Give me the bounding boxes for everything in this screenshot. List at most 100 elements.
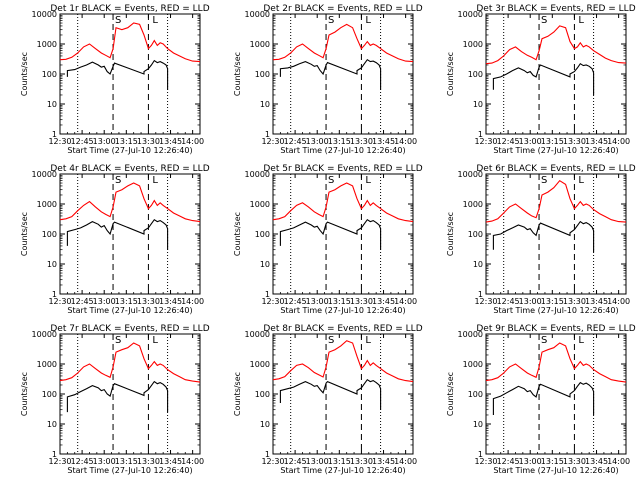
plot-frame [485,173,627,295]
x-tick-label: 13:15 [541,297,564,306]
x-tick-label: 13:15 [541,137,564,146]
y-tick-label: 10 [473,260,483,269]
x-tick-label: 13:15 [115,297,138,306]
saa-end-marker: L [578,335,584,346]
y-tick-label: 1 [265,450,270,459]
x-tick-label: 13:00 [306,297,329,306]
chart-title: Det 1r BLACK = Events, RED = LLD [50,4,209,14]
plot-frame [272,173,414,295]
saa-start-marker: S [541,335,547,346]
x-axis-label: Start Time (27-Jul-10 12:26:40) [280,306,405,315]
plot-frame [485,333,627,455]
y-tick-label: 10 [473,100,483,109]
y-tick-label: 1000 [463,200,483,209]
lld-series-line [272,340,414,383]
y-tick-label: 1 [52,450,57,459]
y-tick-label: 1 [52,130,57,139]
chart-panel-5: Det 5r BLACK = Events, RED = LLD 12:30 12:… [233,164,423,315]
x-tick-label: 13:00 [93,297,116,306]
x-tick-label: 13:45 [372,457,395,466]
x-tick-label: 12:30 [474,457,497,466]
y-tick-label: 1 [265,290,270,299]
events-series-line [492,381,595,415]
saa-start-marker: S [328,335,334,346]
x-tick-label: 13:30 [563,137,586,146]
chart-panel-1: Det 1r BLACK = Events, RED = LLD 12:30 12:… [20,4,210,155]
y-tick-label: 10 [260,100,270,109]
y-axis-label: Counts/sec [233,212,242,256]
x-tick-label: 13:30 [350,137,373,146]
x-tick-label: 13:15 [115,457,138,466]
x-tick-label: 14:00 [607,457,630,466]
y-axis-label: Counts/sec [233,372,242,416]
chart-title: Det 3r BLACK = Events, RED = LLD [476,4,635,14]
y-tick-label: 100 [468,70,483,79]
x-tick-label: 13:00 [93,457,116,466]
y-tick-label: 100 [42,70,57,79]
y-tick-label: 10000 [245,10,270,19]
x-axis-label: Start Time (27-Jul-10 12:26:40) [493,466,618,475]
chart-title: Det 7r BLACK = Events, RED = LLD [50,324,209,334]
x-tick-label: 12:45 [497,297,520,306]
x-tick-label: 14:00 [181,457,204,466]
saa-start-marker: S [541,175,547,186]
plot-frame [272,13,414,135]
y-tick-label: 10 [47,260,57,269]
lld-series-line [485,179,627,223]
chart-panel-9: Det 9r BLACK = Events, RED = LLD 12:30 12:… [446,324,636,475]
chart-title: Det 5r BLACK = Events, RED = LLD [263,164,422,174]
y-tick-label: 10000 [32,10,57,19]
x-tick-label: 14:00 [607,137,630,146]
saa-end-marker: L [578,175,584,186]
x-axis-label: Start Time (27-Jul-10 12:26:40) [493,146,618,155]
y-axis-label: Counts/sec [446,52,455,96]
x-tick-label: 12:30 [48,457,71,466]
x-tick-label: 12:30 [48,137,71,146]
lld-series-line [272,23,414,63]
x-axis-label: Start Time (27-Jul-10 12:26:40) [67,306,192,315]
events-series-line [66,59,169,90]
x-tick-label: 14:00 [394,457,417,466]
saa-end-marker: L [152,175,158,186]
y-tick-label: 1000 [37,40,57,49]
x-tick-label: 13:15 [115,137,138,146]
events-series-line [279,378,382,410]
y-tick-label: 1000 [463,360,483,369]
y-tick-label: 100 [468,390,483,399]
x-tick-label: 12:45 [497,137,520,146]
x-tick-label: 13:15 [541,457,564,466]
chart-title: Det 8r BLACK = Events, RED = LLD [263,324,422,334]
chart-panel-8: Det 8r BLACK = Events, RED = LLD 12:30 12:… [233,324,423,475]
y-tick-label: 10 [260,260,270,269]
chart-panel-2: Det 2r BLACK = Events, RED = LLD 12:30 12:… [233,4,423,155]
saa-end-marker: L [578,15,584,26]
plot-frame [59,13,201,135]
y-axis-label: Counts/sec [20,212,29,256]
x-tick-label: 13:00 [519,137,542,146]
events-series-line [279,218,382,250]
events-series-line [66,218,169,250]
chart-panel-7: Det 7r BLACK = Events, RED = LLD 12:30 12:… [20,324,210,475]
y-tick-label: 10000 [32,170,57,179]
x-tick-label: 13:00 [519,457,542,466]
lld-series-line [59,22,201,63]
y-tick-label: 1 [265,130,270,139]
y-tick-label: 100 [42,390,57,399]
chart-panel-4: Det 4r BLACK = Events, RED = LLD 12:30 12:… [20,164,210,315]
y-tick-label: 1000 [250,40,270,49]
x-axis-label: Start Time (27-Jul-10 12:26:40) [67,466,192,475]
lld-series-line [485,342,627,383]
x-tick-label: 13:00 [306,457,329,466]
y-tick-label: 1000 [250,200,270,209]
y-tick-label: 10 [260,420,270,429]
x-axis-label: Start Time (27-Jul-10 12:26:40) [493,306,618,315]
x-tick-label: 13:30 [137,457,160,466]
y-tick-label: 100 [468,230,483,239]
x-tick-label: 13:00 [306,137,329,146]
x-tick-label: 12:30 [48,297,71,306]
y-tick-label: 10 [473,420,483,429]
x-axis-label: Start Time (27-Jul-10 12:26:40) [280,466,405,475]
events-series-line [279,58,382,90]
lld-series-line [59,182,201,223]
y-axis-label: Counts/sec [446,212,455,256]
